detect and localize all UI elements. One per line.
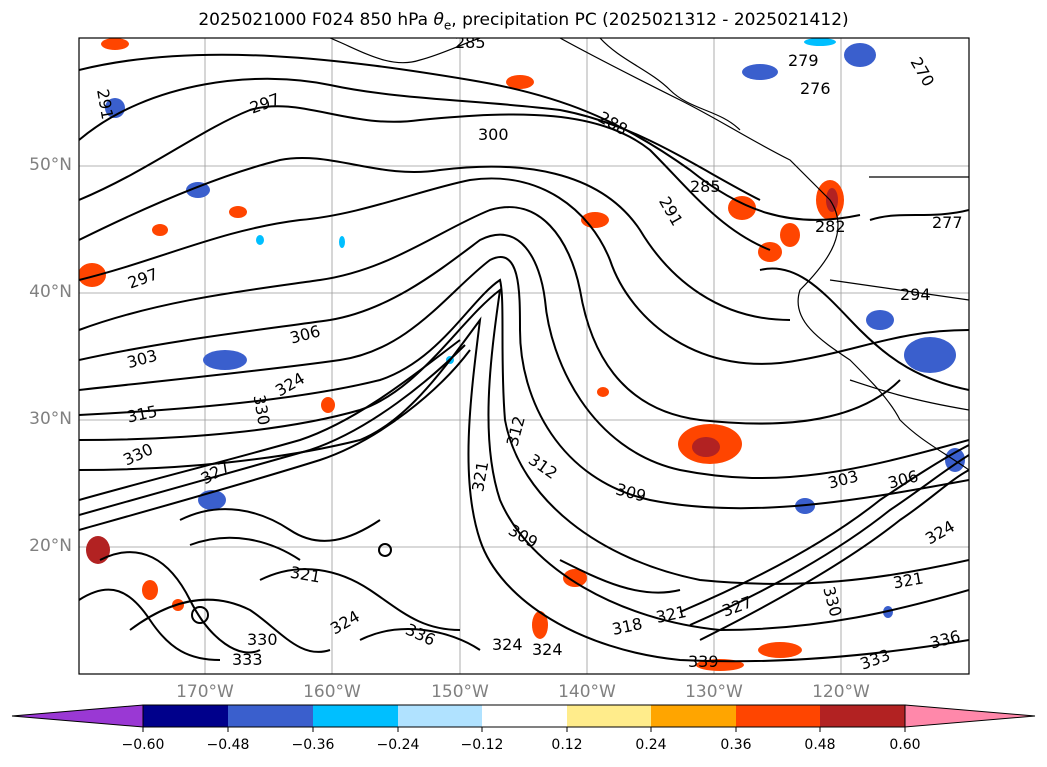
colorbar-tick-label: 0.24: [635, 737, 667, 753]
contour-label: 300: [478, 125, 509, 144]
contour-closed: [191, 606, 209, 624]
colorbar-tick-label: 0.36: [720, 737, 752, 753]
colorbar-segment: [820, 705, 905, 727]
contour-label: 324: [532, 640, 563, 659]
contour-label: 285: [690, 177, 721, 196]
contour-label: 339: [688, 652, 719, 671]
lon-label: 130°W: [685, 682, 743, 702]
map-title: 2025021000 F024 850 hPa θe, precipitatio…: [198, 10, 849, 33]
lon-label: 150°W: [431, 682, 489, 702]
contour-closed: [378, 543, 392, 557]
contour-label: 276: [800, 79, 831, 98]
lon-label: 170°W: [176, 682, 234, 702]
contour-label: 330: [247, 630, 278, 649]
colorbar-tick-label: −0.48: [206, 737, 250, 753]
colorbar-segment: [398, 705, 482, 727]
coastline: [329, 38, 969, 471]
map-frame: [78, 37, 970, 675]
colorbar-extend-low: [11, 704, 144, 728]
lon-label: 120°W: [812, 682, 870, 702]
contour-label: 324: [492, 635, 523, 654]
lat-label: 50°N: [29, 155, 72, 175]
contour-label: 294: [900, 285, 931, 304]
colorbar-tick-label: −0.60: [121, 737, 165, 753]
contour-label: 279: [788, 51, 819, 70]
colorbar-tick-label: 0.48: [804, 737, 836, 753]
colorbar-segment: [313, 705, 398, 727]
colorbar-segment: [736, 705, 820, 727]
contour-label: 285: [455, 33, 486, 52]
contour-label: 282: [815, 217, 846, 236]
colorbar-tick-label: −0.12: [460, 737, 504, 753]
contour-label: 333: [232, 650, 263, 669]
lat-label: 30°N: [29, 409, 72, 429]
lat-label: 20°N: [29, 536, 72, 556]
graticule: [79, 38, 969, 674]
lon-label: 140°W: [558, 682, 616, 702]
colorbar-segment: [651, 705, 736, 727]
colorbar: [11, 704, 1036, 732]
colorbar-segment: [567, 705, 651, 727]
colorbar-tick-label: 0.12: [551, 737, 583, 753]
colorbar-extend-high: [904, 704, 1036, 728]
colorbar-tick-label: −0.36: [291, 737, 335, 753]
contour-label: 277: [932, 213, 963, 232]
lon-label: 160°W: [303, 682, 361, 702]
colorbar-segment: [482, 705, 567, 727]
colorbar-segment: [143, 705, 228, 727]
lat-label: 40°N: [29, 282, 72, 302]
colorbar-tick-label: 0.60: [889, 737, 921, 753]
theta-e-contours: [79, 53, 969, 663]
colorbar-tick-label: −0.24: [376, 737, 420, 753]
colorbar-segment: [228, 705, 313, 727]
